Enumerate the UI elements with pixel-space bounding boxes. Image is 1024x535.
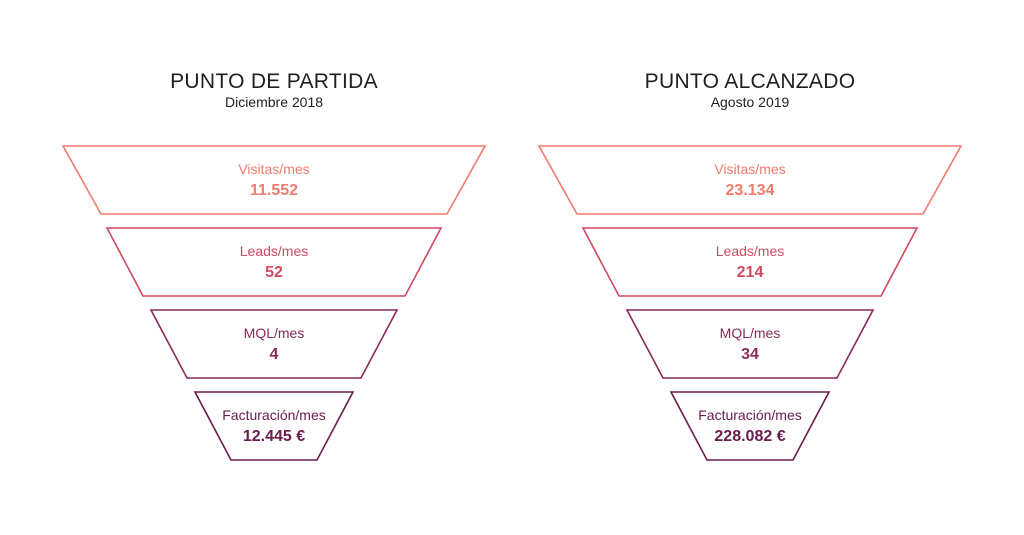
funnel-subtitle: Agosto 2019 <box>710 94 790 110</box>
stage-label-leads: Leads/mes <box>716 243 784 259</box>
stage-label-facturacion: Facturación/mes <box>698 407 801 423</box>
stage-value-leads: 214 <box>737 264 764 281</box>
funnel-stage-facturacion <box>669 391 831 461</box>
stage-value-facturacion: 12.445 € <box>243 428 305 445</box>
funnel-diagram: Visitas/mes 11.552 Leads/mes 52 MQL/mes 4 Fact… <box>61 145 487 461</box>
stage-label-visitas: Visitas/mes <box>714 161 785 177</box>
stage-label-visitas: Visitas/mes <box>238 161 309 177</box>
funnel-title: PUNTO ALCANZADO <box>644 70 856 93</box>
funnel-stage-leads <box>105 227 443 297</box>
stage-value-visitas: 11.552 <box>250 182 298 199</box>
funnel-stage-facturacion <box>193 391 355 461</box>
stage-value-leads: 52 <box>265 264 283 281</box>
funnel-punto-alcanzado: PUNTO ALCANZADO Agosto 2019 Visitas/mes 2… <box>530 0 970 535</box>
stage-label-facturacion: Facturación/mes <box>222 407 325 423</box>
funnel-diagram: Visitas/mes 23.134 Leads/mes 214 MQL/mes 34 Fa… <box>537 145 963 461</box>
funnel-title: PUNTO DE PARTIDA <box>170 70 378 93</box>
funnel-punto-de-partida: PUNTO DE PARTIDA Diciembre 2018 Visitas/… <box>54 0 494 535</box>
stage-label-mql: MQL/mes <box>720 325 781 341</box>
stage-label-mql: MQL/mes <box>244 325 305 341</box>
stage-label-leads: Leads/mes <box>240 243 308 259</box>
stage-value-facturacion: 228.082 € <box>714 428 785 445</box>
funnel-stage-leads <box>581 227 919 297</box>
stage-value-mql: 4 <box>270 346 279 363</box>
funnel-stage-mql <box>149 309 399 379</box>
funnel-stage-visitas <box>61 145 487 215</box>
stage-value-visitas: 23.134 <box>726 182 775 199</box>
stage-value-mql: 34 <box>741 346 759 363</box>
funnel-subtitle: Diciembre 2018 <box>224 94 324 110</box>
funnel-stage-visitas <box>537 145 963 215</box>
funnel-stage-mql <box>625 309 875 379</box>
